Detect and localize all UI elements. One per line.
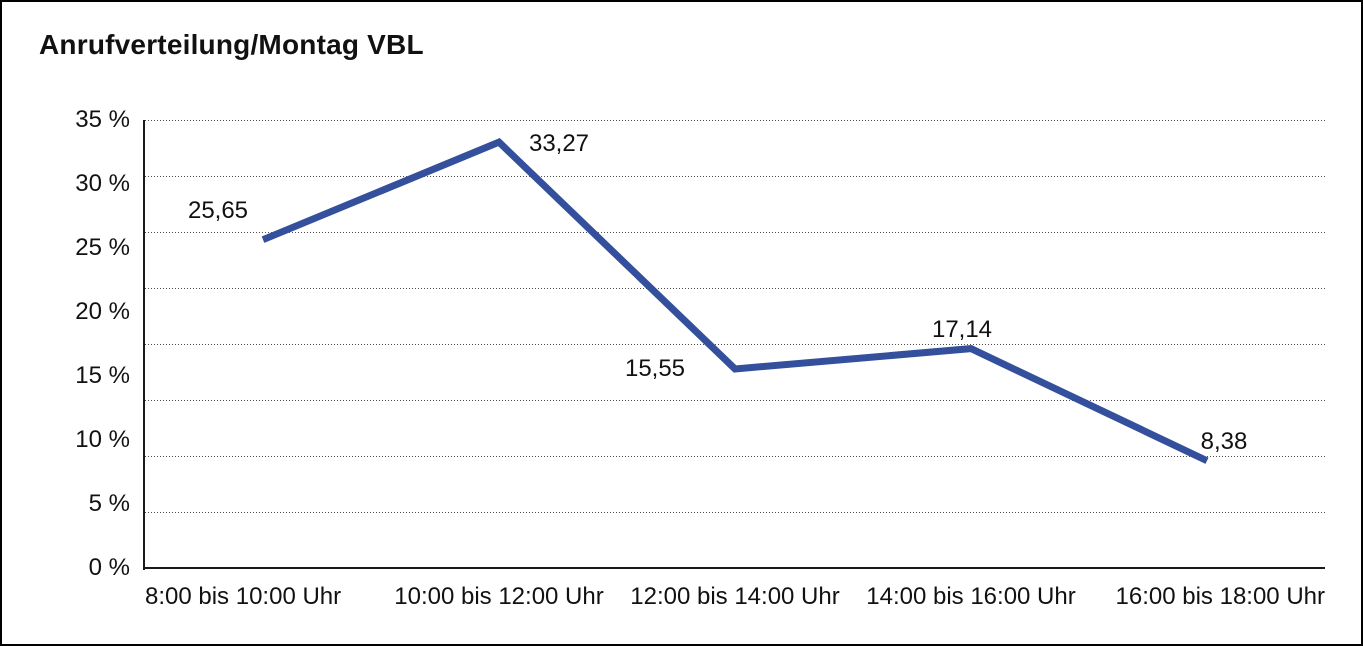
y-tick-label: 0 %: [88, 554, 130, 581]
x-axis-label: 14:00 bis 16:00 Uhr: [866, 583, 1076, 610]
data-point-label: 25,65: [187, 196, 249, 224]
x-axis-label: 12:00 bis 14:00 Uhr: [630, 583, 840, 610]
trend-line: [261, 138, 1209, 464]
y-gridline: [145, 400, 1325, 401]
y-gridline: [145, 456, 1325, 457]
x-axis-label: 10:00 bis 12:00 Uhr: [394, 583, 604, 610]
data-point-label: 17,14: [931, 315, 993, 343]
y-tick-label: 10 %: [75, 426, 130, 453]
y-gridline: [145, 176, 1325, 177]
y-tick-label: 35 %: [75, 106, 130, 133]
data-point-label: 15,55: [624, 354, 686, 382]
y-gridline: [145, 344, 1325, 345]
y-axis-line: [143, 120, 145, 570]
y-tick-label: 15 %: [75, 362, 130, 389]
y-gridline: [145, 512, 1325, 513]
y-tick-label: 30 %: [75, 170, 130, 197]
x-axis-line: [143, 567, 1325, 569]
data-point-label: 8,38: [1200, 427, 1248, 455]
y-tick-label: 20 %: [75, 298, 130, 325]
chart-title: Anrufverteilung/Montag VBL: [39, 29, 424, 60]
y-gridline: [145, 232, 1325, 233]
y-tick-label: 25 %: [75, 234, 130, 261]
y-tick-label: 5 %: [88, 490, 130, 517]
x-axis-label: 16:00 bis 18:00 Uhr: [1115, 583, 1325, 610]
x-axis-label: 8:00 bis 10:00 Uhr: [145, 583, 342, 610]
y-gridline: [145, 288, 1325, 289]
data-point-label: 33,27: [528, 130, 590, 158]
y-gridline: [145, 120, 1325, 121]
